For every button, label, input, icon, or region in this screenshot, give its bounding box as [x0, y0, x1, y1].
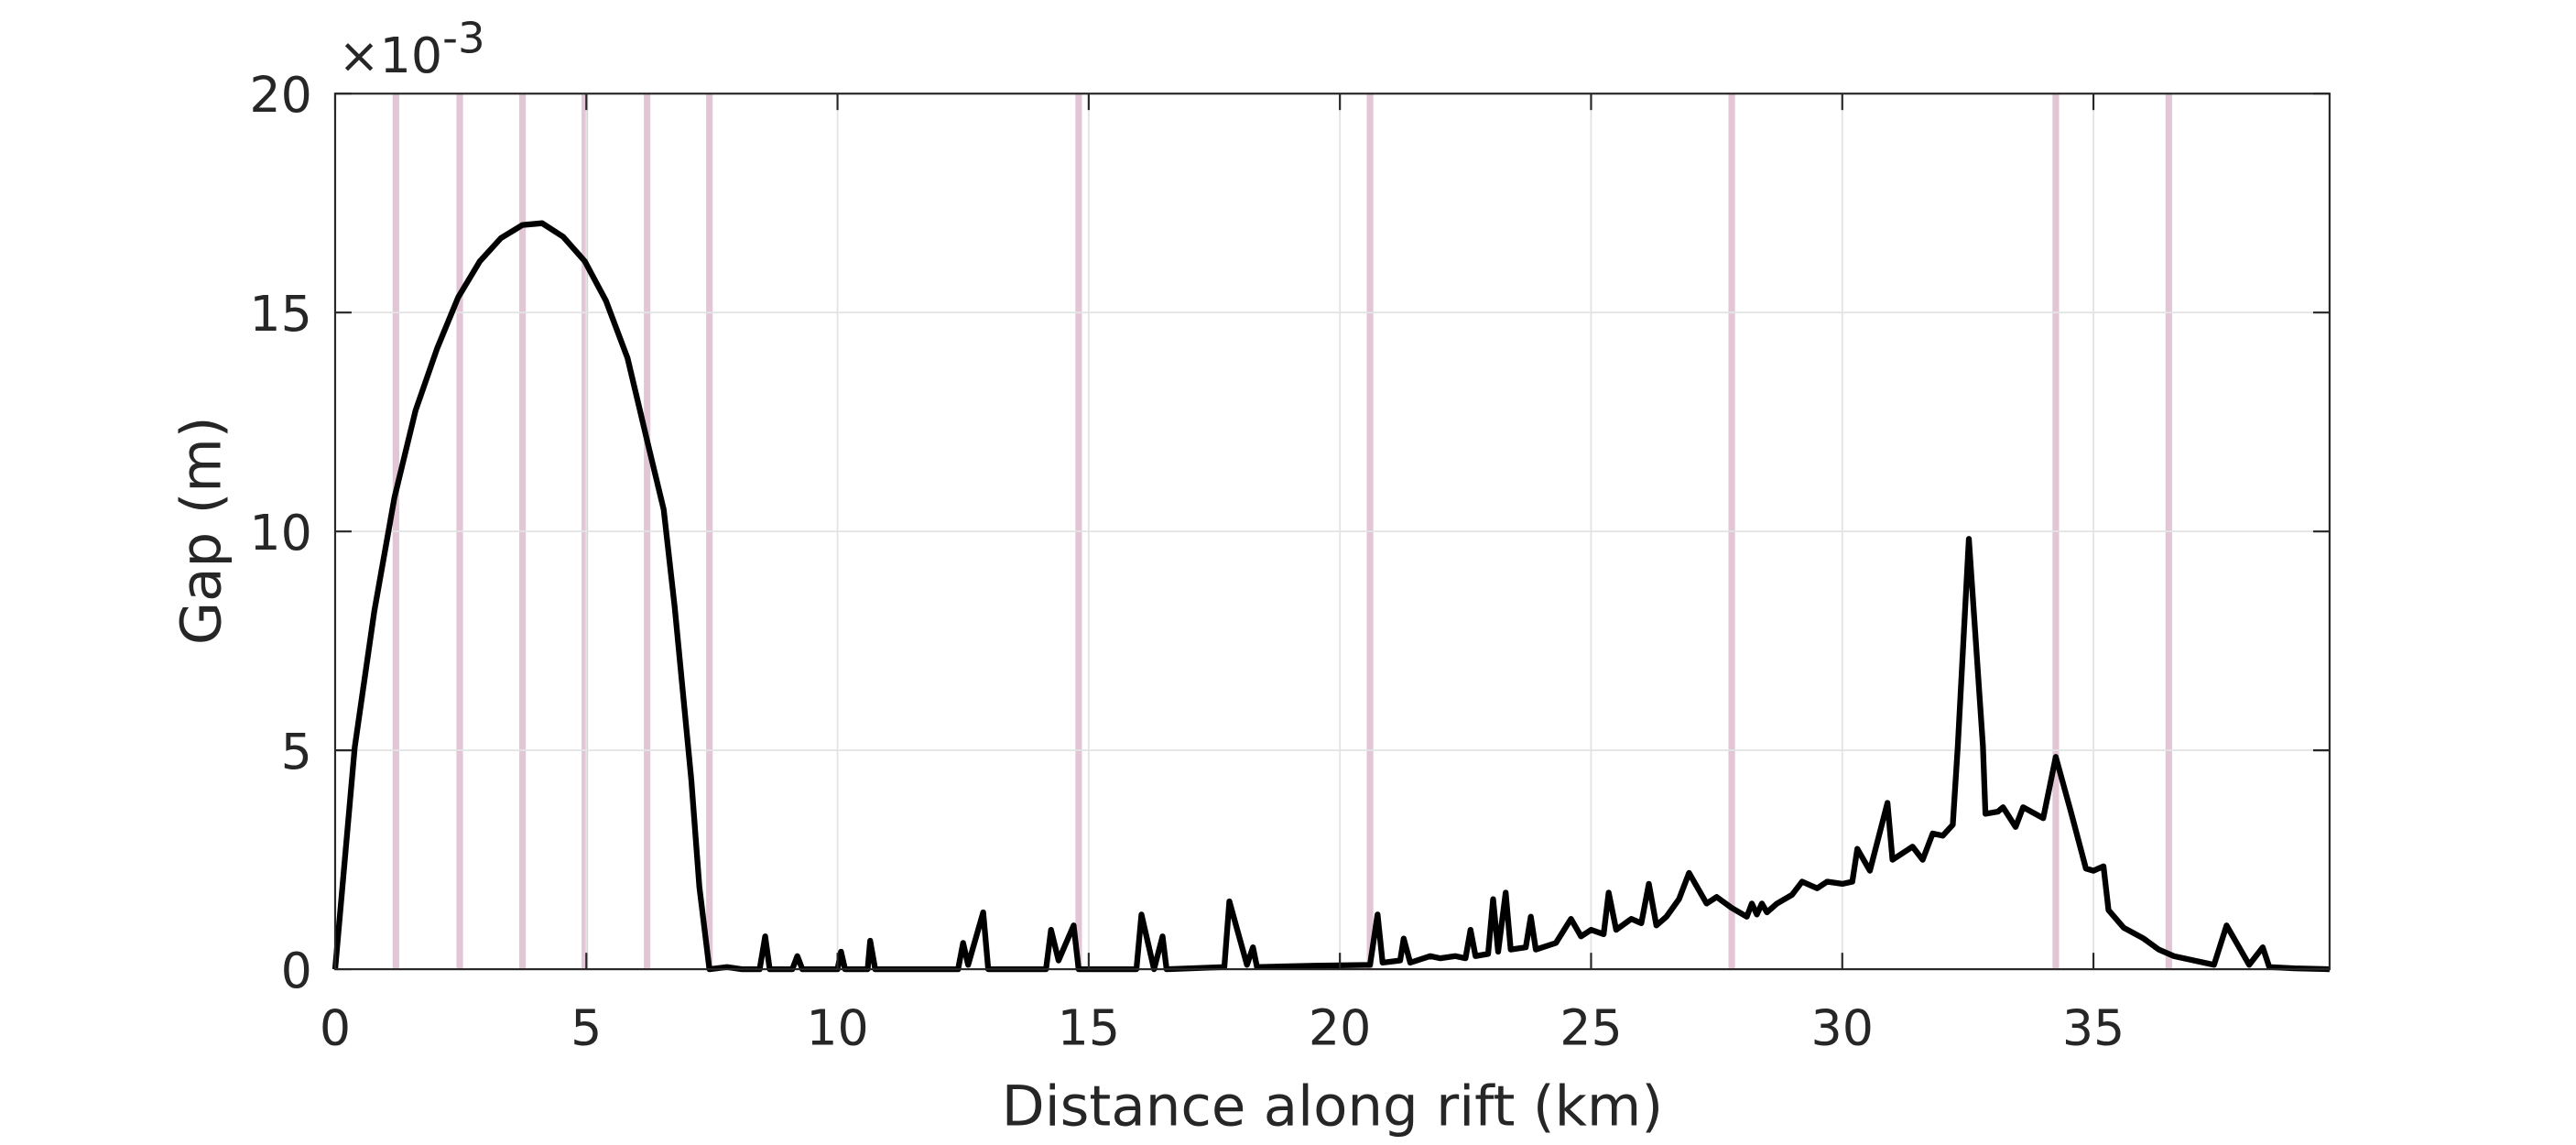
x-tick-label: 20	[1309, 999, 1371, 1057]
x-tick-label: 10	[806, 999, 868, 1057]
x-axis-label: Distance along rift (km)	[1002, 1074, 1663, 1139]
y-tick-label: 5	[281, 723, 312, 780]
y-axis-label: Gap (m)	[168, 416, 234, 645]
plot	[332, 220, 2330, 973]
y-tick-label: 20	[249, 66, 311, 124]
y-multiplier-exponent: -3	[442, 13, 485, 62]
x-tick-label: 0	[320, 999, 351, 1057]
y-multiplier-base: ×10	[339, 27, 443, 84]
x-tick-label: 30	[1811, 999, 1874, 1057]
y-multiplier: ×10-3	[339, 13, 485, 84]
data-line	[332, 220, 2330, 973]
x-tick-label: 5	[571, 999, 602, 1057]
y-tick-label: 15	[249, 285, 311, 343]
x-tick-label: 15	[1058, 999, 1120, 1057]
y-tick-label: 10	[249, 504, 311, 562]
y-tick-label: 0	[281, 942, 312, 999]
ticks: 0 5 10 15 20 25 30 35 0 5 10 15 20	[249, 66, 2330, 1057]
x-tick-label: 25	[1560, 999, 1622, 1057]
x-tick-label: 35	[2062, 999, 2125, 1057]
